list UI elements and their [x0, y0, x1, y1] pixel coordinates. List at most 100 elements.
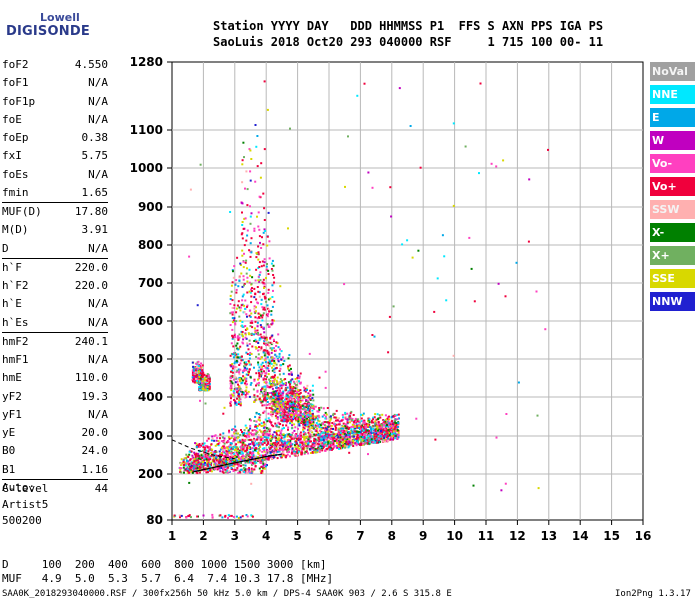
echo-point: [249, 376, 252, 379]
echo-point: [310, 407, 313, 409]
echo-point: [248, 361, 251, 364]
echo-point: [234, 425, 237, 428]
echo-point: [193, 381, 196, 384]
echo-point: [242, 393, 245, 396]
echo-point: [317, 419, 320, 422]
echo-point: [179, 471, 182, 473]
echo-point: [253, 379, 256, 382]
echo-point: [357, 436, 360, 439]
echo-point: [282, 384, 285, 387]
echo-point: [243, 471, 246, 473]
echo-point: [202, 460, 204, 463]
echo-point: [289, 402, 291, 405]
echo-point: [290, 417, 293, 420]
echo-point: [261, 361, 264, 364]
echo-point: [241, 457, 244, 460]
echo-point: [280, 403, 283, 406]
echo-point: [201, 457, 204, 460]
echo-point: [192, 378, 195, 380]
echo-point: [287, 357, 290, 360]
echo-point: [206, 464, 209, 467]
echo-point: [241, 454, 244, 457]
echo-point: [312, 446, 315, 449]
echo-point: [229, 400, 232, 403]
echo-point: [394, 435, 397, 437]
echo-point: [258, 366, 261, 369]
echo-point: [184, 464, 187, 467]
echo-point: [341, 447, 344, 450]
echo-point: [289, 455, 291, 458]
echo-point: [245, 272, 248, 275]
echo-point: [368, 435, 371, 438]
echo-point: [233, 304, 236, 307]
echo-point: [286, 386, 289, 389]
echo-point: [267, 412, 270, 415]
echo-point: [239, 389, 241, 391]
echo-point: [305, 387, 308, 390]
echo-point: [311, 451, 314, 454]
echo-point: [195, 445, 198, 448]
echo-point: [202, 384, 205, 387]
echo-point: [392, 431, 395, 434]
echo-point: [256, 301, 259, 304]
echo-point: [286, 415, 289, 417]
echo-point: [262, 440, 264, 443]
echo-point: [198, 375, 201, 378]
echo-point: [289, 388, 292, 391]
echo-point: [380, 436, 383, 439]
echo-point: [224, 460, 227, 463]
echo-point: [261, 437, 264, 440]
echo-point: [185, 459, 188, 462]
echo-point: [360, 426, 363, 429]
echo-point: [238, 356, 241, 359]
echo-point: [238, 333, 241, 336]
echo-point: [362, 438, 365, 441]
echo-point: [198, 443, 201, 445]
echo-point: [273, 371, 276, 374]
echo-point: [217, 440, 220, 442]
echo-point: [289, 422, 292, 425]
echo-point: [266, 356, 269, 359]
echo-point: [288, 369, 291, 372]
echo-point: [373, 433, 376, 436]
echo-point: [348, 443, 351, 446]
echo-point: [276, 416, 279, 419]
echo-point: [275, 451, 278, 454]
echo-point: [263, 431, 266, 434]
echo-point: [276, 425, 279, 428]
echo-point: [243, 361, 246, 364]
echo-point: [262, 312, 265, 315]
echo-point: [232, 469, 235, 472]
echo-point: [233, 436, 236, 439]
echo-point: [232, 353, 234, 356]
echo-point: [304, 402, 307, 405]
echo-point: [318, 423, 321, 426]
echo-point: [275, 390, 277, 393]
echo-point: [250, 463, 253, 466]
echo-point: [242, 432, 245, 434]
echo-point: [287, 440, 290, 443]
echo-point: [284, 382, 287, 385]
echo-point: [289, 391, 292, 394]
echo-point: [263, 432, 266, 435]
echo-point: [207, 455, 210, 458]
echo-point: [241, 441, 244, 444]
echo-point: [259, 437, 262, 440]
echo-point: [368, 438, 370, 440]
echo-point: [277, 410, 280, 413]
echo-point: [236, 356, 239, 359]
echo-point: [232, 345, 235, 348]
echo-point: [260, 314, 262, 317]
echo-point: [292, 408, 294, 411]
echo-point: [202, 444, 205, 447]
echo-point: [224, 457, 227, 460]
echo-point: [321, 431, 324, 434]
echo-point: [224, 468, 227, 471]
echo-point: [196, 444, 199, 447]
echo-point: [239, 378, 241, 381]
echo-point: [314, 439, 317, 441]
echo-point: [318, 438, 321, 441]
echo-point: [355, 442, 358, 445]
echo-point: [237, 353, 240, 356]
echo-point: [318, 447, 321, 450]
